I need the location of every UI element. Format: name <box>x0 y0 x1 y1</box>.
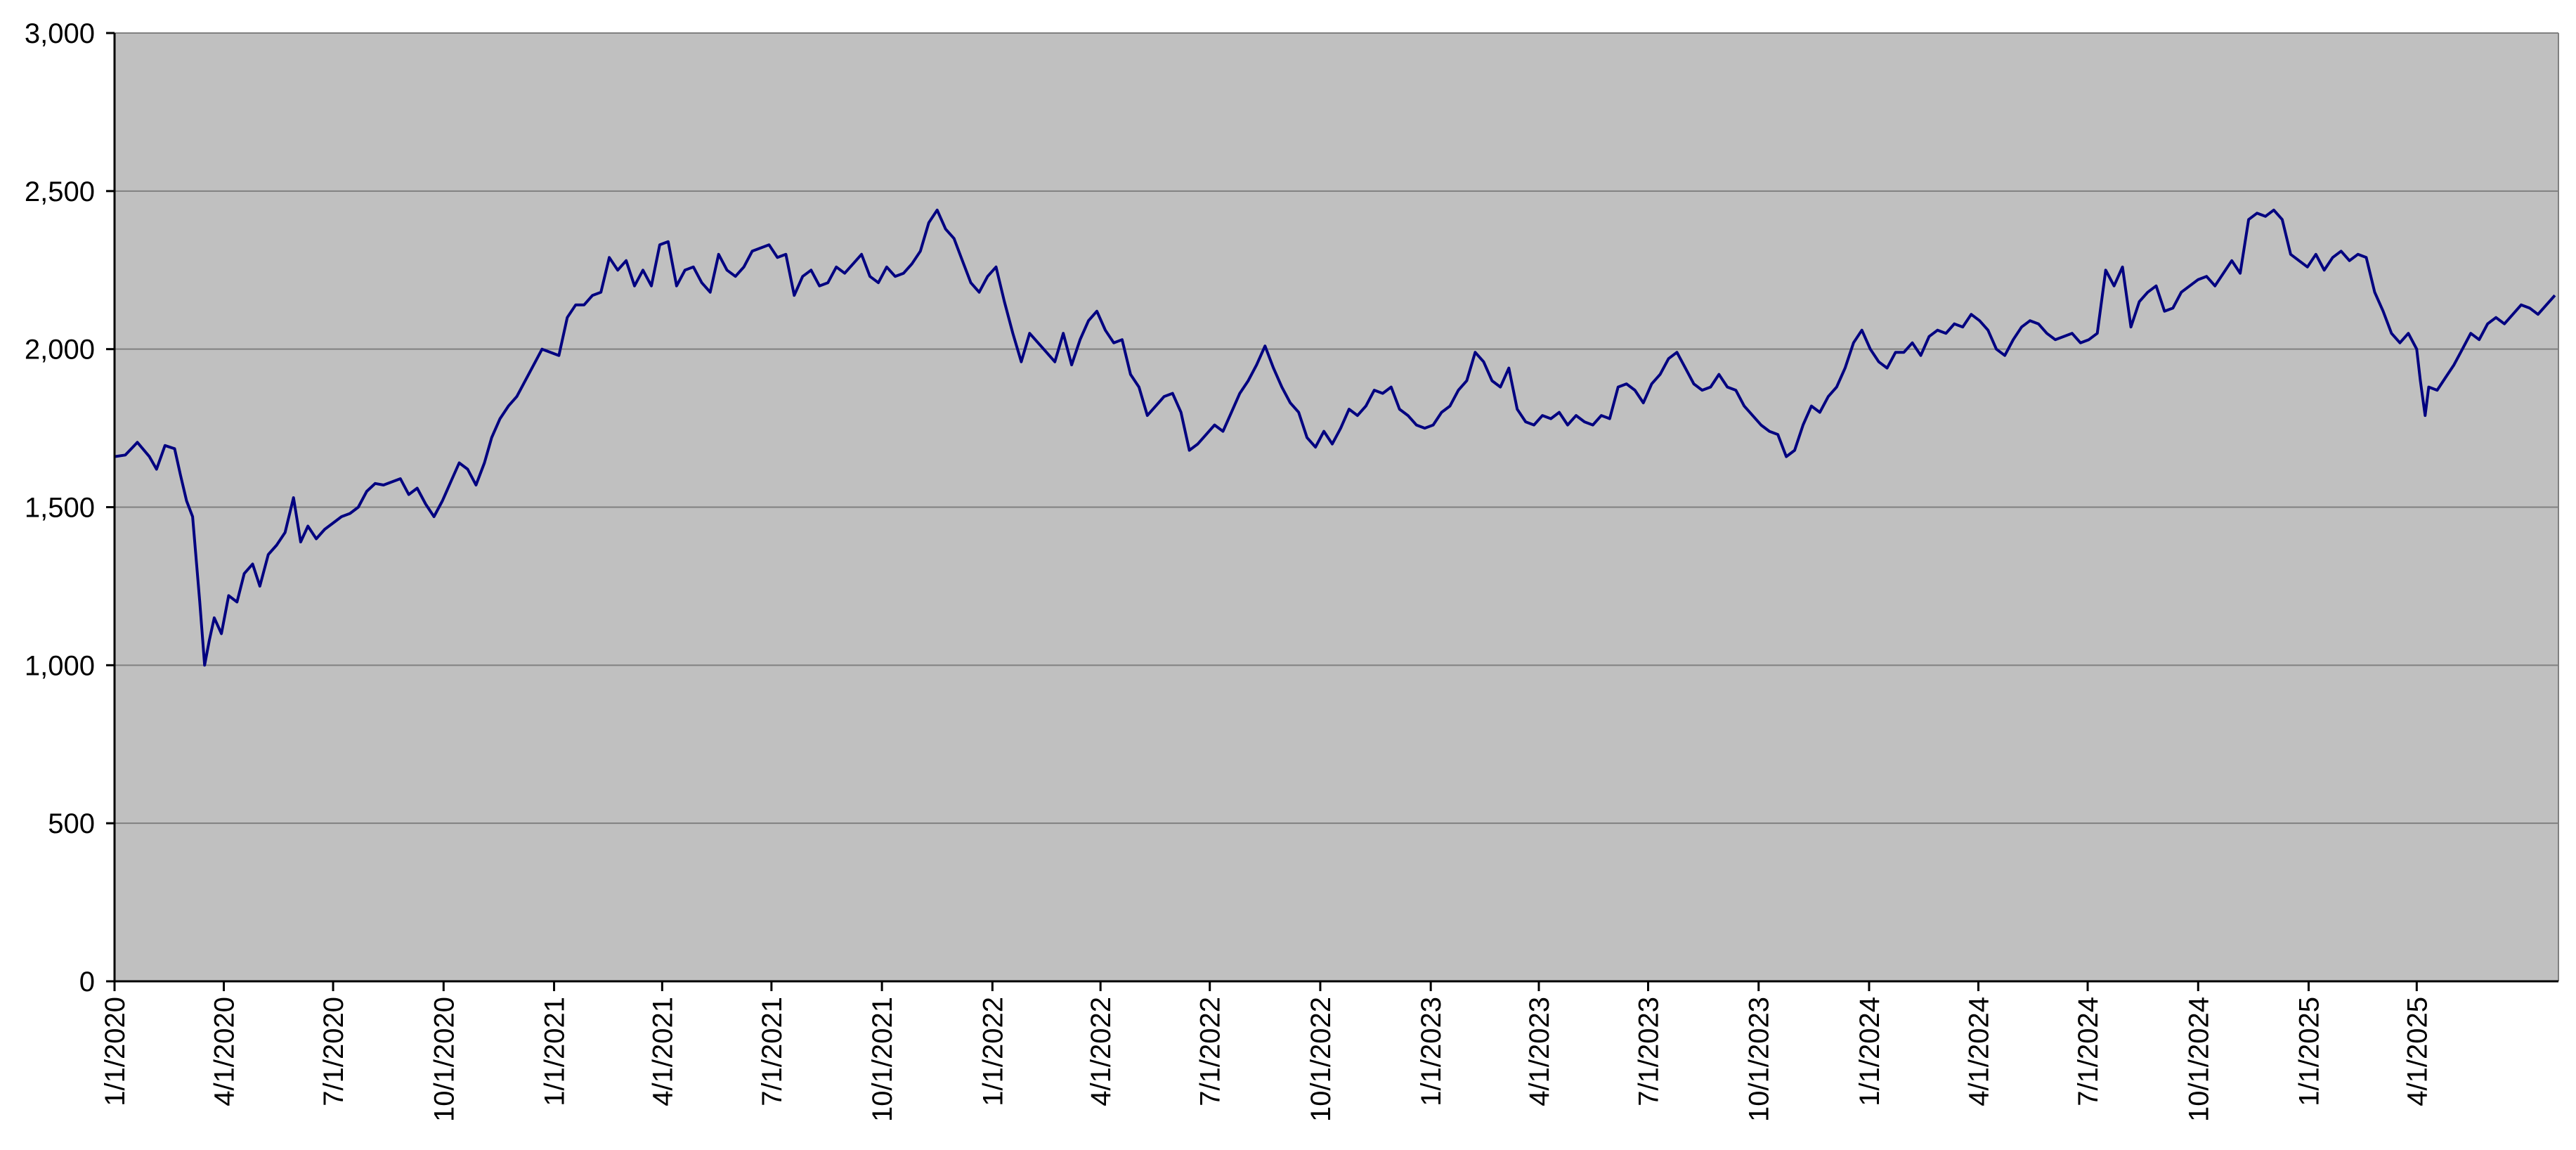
x-tick-label: 10/1/2020 <box>429 997 460 1122</box>
y-tick-label: 1,500 <box>25 493 95 524</box>
y-tick-label: 2,000 <box>25 335 95 366</box>
x-tick-label: 1/1/2024 <box>1854 997 1885 1106</box>
gridlines <box>115 32 2558 825</box>
x-tick-label: 7/1/2024 <box>2073 997 2104 1106</box>
x-tick-label: 7/1/2023 <box>1634 997 1665 1106</box>
x-tick-label: 7/1/2022 <box>1195 997 1226 1106</box>
x-tick-label: 4/1/2020 <box>209 997 240 1106</box>
x-tick-label: 1/1/2020 <box>100 997 131 1106</box>
x-tick-label: 4/1/2022 <box>1086 997 1117 1106</box>
x-tick-label: 4/1/2025 <box>2402 997 2433 1106</box>
x-tick-label: 1/1/2023 <box>1416 997 1447 1106</box>
x-tick-label: 1/1/2022 <box>977 997 1008 1106</box>
y-tick-label: 3,000 <box>25 18 95 49</box>
x-tick-label: 10/1/2022 <box>1306 997 1336 1122</box>
x-tick-label: 10/1/2024 <box>2183 997 2214 1122</box>
x-tick-label: 4/1/2023 <box>1524 997 1555 1106</box>
x-axis-ticks: 1/1/2020 4/1/2020 7/1/2020 10/1/2020 1/1/202… <box>100 981 2433 1122</box>
axes <box>113 33 2559 988</box>
series-line <box>114 208 2556 667</box>
x-tick-label: 4/1/2021 <box>647 997 678 1106</box>
x-tick-label: 7/1/2020 <box>318 997 349 1106</box>
x-tick-label: 7/1/2021 <box>757 997 788 1106</box>
x-tick-label: 10/1/2021 <box>867 997 898 1122</box>
y-tick-label: 0 <box>79 967 95 997</box>
x-tick-label: 1/1/2025 <box>2294 997 2325 1106</box>
y-tick-label: 500 <box>48 808 95 839</box>
y-tick-label: 1,000 <box>25 650 95 681</box>
y-tick-label: 2,500 <box>25 176 95 207</box>
x-tick-label: 4/1/2024 <box>1964 997 1995 1106</box>
y-axis-ticks: 0 500 1,000 1,500 2,000 2,500 3,000 <box>25 18 115 997</box>
x-tick-label: 1/1/2021 <box>540 997 571 1106</box>
x-tick-label: 10/1/2023 <box>1744 997 1775 1122</box>
